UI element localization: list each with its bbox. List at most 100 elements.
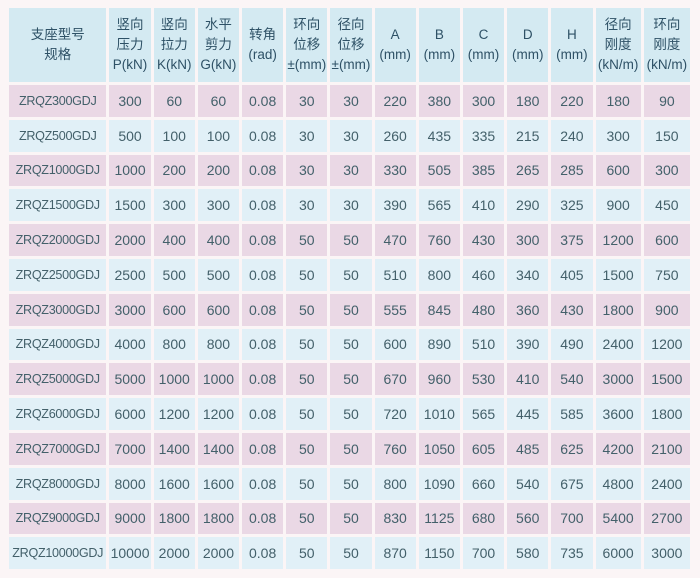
value-cell: 0.08 bbox=[242, 502, 284, 535]
value-cell: 720 bbox=[374, 398, 416, 430]
column-header-line: C bbox=[478, 26, 489, 42]
value-cell: 7000 bbox=[109, 432, 151, 465]
table-row: ZRQZ1500GDJ 1500 300 300 0.08 30 30 390 565 410 29… bbox=[9, 189, 690, 222]
value-cell: 265 bbox=[507, 154, 549, 187]
value-cell: 555 bbox=[374, 293, 416, 326]
column-header-line: D bbox=[522, 26, 533, 42]
value-cell: 60 bbox=[197, 85, 240, 117]
value-cell: 760 bbox=[374, 432, 416, 465]
value-cell: 200 bbox=[197, 154, 240, 187]
value-cell: 1500 bbox=[643, 363, 690, 396]
table-row: ZRQZ4000GDJ 4000 800 800 0.08 50 50 600 890 510 39… bbox=[9, 328, 690, 361]
table-row: ZRQZ6000GDJ 6000 1200 1200 0.08 50 50 720 1010 56… bbox=[9, 398, 690, 430]
value-cell: 1400 bbox=[197, 432, 240, 465]
value-cell: 3000 bbox=[595, 363, 641, 396]
value-cell: 0.08 bbox=[242, 119, 284, 152]
value-cell: 900 bbox=[595, 189, 641, 222]
value-cell: 500 bbox=[197, 258, 240, 291]
value-cell: 450 bbox=[643, 189, 690, 222]
value-cell: 220 bbox=[374, 85, 416, 117]
value-cell: 580 bbox=[507, 537, 549, 570]
value-cell: 50 bbox=[286, 432, 328, 465]
column-header-circumferential-displacement: 环向 位移 ±(mm) bbox=[286, 8, 328, 82]
value-cell: 2000 bbox=[197, 537, 240, 570]
column-header-line: 支座型号 bbox=[30, 26, 85, 42]
value-cell: 1000 bbox=[109, 154, 151, 187]
value-cell: 50 bbox=[286, 537, 328, 570]
column-header-line: H bbox=[567, 26, 577, 42]
value-cell: 845 bbox=[418, 293, 460, 326]
value-cell: 300 bbox=[109, 85, 151, 117]
value-cell: 100 bbox=[197, 119, 240, 152]
value-cell: 375 bbox=[551, 224, 593, 256]
table-row: ZRQZ2500GDJ 2500 500 500 0.08 50 50 510 800 460 34… bbox=[9, 258, 690, 291]
value-cell: 50 bbox=[286, 224, 328, 256]
value-cell: 2100 bbox=[643, 432, 690, 465]
value-cell: 3000 bbox=[109, 293, 151, 326]
value-cell: 1200 bbox=[595, 224, 641, 256]
table-row: ZRQZ1000GDJ 1000 200 200 0.08 30 30 330 505 385 26… bbox=[9, 154, 690, 187]
value-cell: 390 bbox=[507, 328, 549, 361]
value-cell: 50 bbox=[330, 502, 372, 535]
value-cell: 830 bbox=[374, 502, 416, 535]
value-cell: 0.08 bbox=[242, 432, 284, 465]
value-cell: 400 bbox=[197, 224, 240, 256]
value-cell: 300 bbox=[595, 119, 641, 152]
value-cell: 50 bbox=[330, 363, 372, 396]
value-cell: 1600 bbox=[197, 467, 240, 500]
value-cell: 600 bbox=[643, 224, 690, 256]
value-cell: 600 bbox=[153, 293, 195, 326]
model-cell: ZRQZ4000GDJ bbox=[9, 328, 107, 361]
column-header-radial-displacement: 径向 位移 ±(mm) bbox=[330, 8, 372, 82]
value-cell: 1800 bbox=[153, 502, 195, 535]
column-header-line: (mm) bbox=[556, 47, 588, 62]
value-cell: 215 bbox=[507, 119, 549, 152]
value-cell: 735 bbox=[551, 537, 593, 570]
model-cell: ZRQZ5000GDJ bbox=[9, 363, 107, 396]
column-header-line: P(kN) bbox=[112, 57, 148, 73]
column-header-line: 规格 bbox=[44, 47, 72, 62]
value-cell: 325 bbox=[551, 189, 593, 222]
model-cell: ZRQZ1500GDJ bbox=[9, 189, 107, 222]
column-header-line: 径向 bbox=[337, 16, 365, 32]
value-cell: 540 bbox=[507, 467, 549, 500]
value-cell: 600 bbox=[595, 154, 641, 187]
value-cell: 5000 bbox=[109, 363, 151, 396]
value-cell: 380 bbox=[418, 85, 460, 117]
value-cell: 150 bbox=[643, 119, 690, 152]
value-cell: 400 bbox=[153, 224, 195, 256]
column-header-line: (rad) bbox=[248, 47, 277, 62]
value-cell: 4200 bbox=[595, 432, 641, 465]
value-cell: 0.08 bbox=[242, 224, 284, 256]
column-header-horizontal-shear: 水平 剪力 G(kN) bbox=[197, 8, 240, 82]
value-cell: 585 bbox=[551, 398, 593, 430]
value-cell: 1800 bbox=[595, 293, 641, 326]
value-cell: 960 bbox=[418, 363, 460, 396]
value-cell: 30 bbox=[286, 189, 328, 222]
value-cell: 1800 bbox=[643, 398, 690, 430]
value-cell: 2400 bbox=[643, 467, 690, 500]
value-cell: 800 bbox=[418, 258, 460, 291]
value-cell: 0.08 bbox=[242, 85, 284, 117]
column-header-dim-a: A (mm) bbox=[374, 8, 416, 82]
value-cell: 565 bbox=[462, 398, 505, 430]
value-cell: 445 bbox=[507, 398, 549, 430]
value-cell: 1010 bbox=[418, 398, 460, 430]
column-header-dim-c: C (mm) bbox=[462, 8, 505, 82]
table-body: ZRQZ300GDJ 300 60 60 0.08 30 30 220 380 300 180 220… bbox=[9, 85, 690, 570]
value-cell: 330 bbox=[374, 154, 416, 187]
value-cell: 540 bbox=[551, 363, 593, 396]
value-cell: 30 bbox=[286, 85, 328, 117]
column-header-line: K(kN) bbox=[156, 57, 192, 73]
value-cell: 870 bbox=[374, 537, 416, 570]
value-cell: 30 bbox=[330, 154, 372, 187]
column-header-dim-b: B (mm) bbox=[418, 8, 460, 82]
table-row: ZRQZ10000GDJ 10000 2000 2000 0.08 50 50 870 1150… bbox=[9, 537, 690, 570]
value-cell: 1150 bbox=[418, 537, 460, 570]
column-header-model: 支座型号 规格 bbox=[9, 8, 107, 82]
value-cell: 9000 bbox=[109, 502, 151, 535]
column-header-line: 竖向 bbox=[160, 16, 188, 32]
column-header-line: 环向 bbox=[293, 16, 321, 32]
value-cell: 30 bbox=[286, 119, 328, 152]
value-cell: 50 bbox=[330, 432, 372, 465]
